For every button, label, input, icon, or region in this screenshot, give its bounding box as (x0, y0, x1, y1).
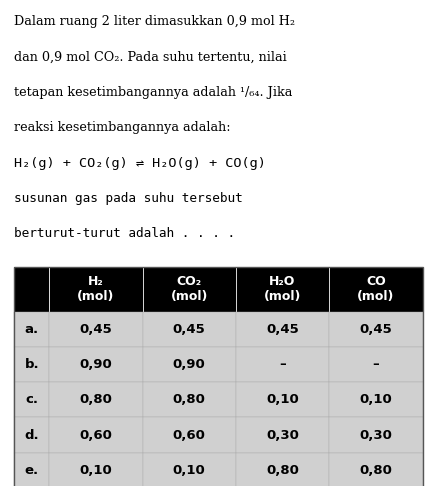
Text: a.: a. (25, 323, 39, 336)
Text: 0,45: 0,45 (173, 323, 205, 336)
Bar (329, 267, 423, 312)
Text: reaksi kesetimbangannya adalah:: reaksi kesetimbangannya adalah: (14, 122, 231, 134)
Text: 0,10: 0,10 (266, 393, 299, 406)
Text: 0,45: 0,45 (266, 323, 299, 336)
Text: 0,90: 0,90 (80, 358, 112, 371)
Bar (49, 417, 142, 452)
Text: 0,60: 0,60 (80, 429, 112, 442)
Bar (236, 417, 329, 452)
Text: Dalam ruang 2 liter dimasukkan 0,9 mol H₂: Dalam ruang 2 liter dimasukkan 0,9 mol H… (14, 16, 295, 29)
Bar (236, 347, 329, 382)
Bar (49, 267, 142, 312)
Text: e.: e. (25, 464, 39, 477)
Text: 0,60: 0,60 (173, 429, 206, 442)
Text: 0,90: 0,90 (173, 358, 205, 371)
Text: dan 0,9 mol CO₂. Pada suhu tertentu, nilai: dan 0,9 mol CO₂. Pada suhu tertentu, nil… (14, 51, 287, 64)
Bar (49, 312, 142, 347)
Bar (142, 382, 236, 417)
Bar (236, 267, 329, 312)
Bar (236, 312, 329, 347)
Text: –: – (372, 358, 379, 371)
Bar (14, 267, 49, 312)
Bar (236, 382, 329, 417)
Text: 0,10: 0,10 (80, 464, 112, 477)
Text: 0,45: 0,45 (360, 323, 392, 336)
Text: H₂(g) + CO₂(g) ⇌ H₂O(g) + CO(g): H₂(g) + CO₂(g) ⇌ H₂O(g) + CO(g) (14, 156, 266, 170)
Bar (142, 452, 236, 486)
Bar (14, 382, 49, 417)
Bar (14, 417, 49, 452)
Text: c.: c. (25, 393, 38, 406)
Bar (329, 382, 423, 417)
Bar (329, 417, 423, 452)
Bar (14, 267, 423, 486)
Bar (236, 452, 329, 486)
Text: 0,30: 0,30 (266, 429, 299, 442)
Bar (49, 452, 142, 486)
Bar (142, 417, 236, 452)
Text: CO
(mol): CO (mol) (357, 276, 395, 303)
Text: 0,80: 0,80 (266, 464, 299, 477)
Text: tetapan kesetimbangannya adalah ¹/₆₄. Jika: tetapan kesetimbangannya adalah ¹/₆₄. Ji… (14, 86, 293, 99)
Bar (329, 312, 423, 347)
Text: CO₂
(mol): CO₂ (mol) (170, 276, 208, 303)
Text: 0,80: 0,80 (360, 464, 392, 477)
Bar (49, 347, 142, 382)
Bar (142, 267, 236, 312)
Bar (142, 312, 236, 347)
Text: –: – (279, 358, 286, 371)
Bar (329, 452, 423, 486)
Text: b.: b. (24, 358, 39, 371)
Text: 0,10: 0,10 (360, 393, 392, 406)
Text: 0,45: 0,45 (80, 323, 112, 336)
Bar (49, 382, 142, 417)
Text: 0,10: 0,10 (173, 464, 205, 477)
Text: d.: d. (24, 429, 39, 442)
Bar (142, 347, 236, 382)
Text: susunan gas pada suhu tersebut: susunan gas pada suhu tersebut (14, 192, 243, 205)
Text: berturut-turut adalah . . . .: berturut-turut adalah . . . . (14, 227, 236, 240)
Bar (14, 312, 49, 347)
Text: H₂O
(mol): H₂O (mol) (264, 276, 301, 303)
Bar (14, 452, 49, 486)
Text: H₂
(mol): H₂ (mol) (77, 276, 114, 303)
Bar (329, 347, 423, 382)
Text: 0,30: 0,30 (360, 429, 392, 442)
Bar (14, 347, 49, 382)
Text: 0,80: 0,80 (173, 393, 206, 406)
Text: 0,80: 0,80 (80, 393, 112, 406)
